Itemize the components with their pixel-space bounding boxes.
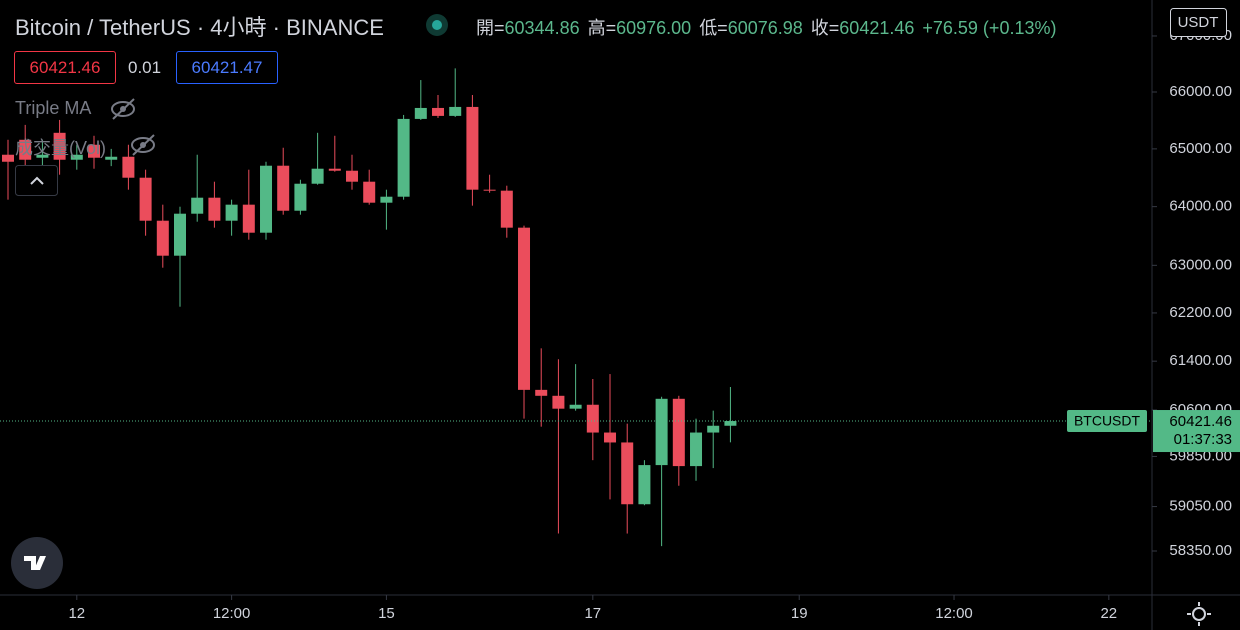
candle-body <box>191 197 204 214</box>
symbol-tag-bg <box>1067 410 1147 433</box>
collapse-button[interactable] <box>15 165 59 197</box>
candle-body <box>1 154 14 162</box>
last-price-bg <box>1153 410 1240 453</box>
candle-body <box>638 465 651 505</box>
y-tick-label: 58350.00 <box>1169 542 1232 559</box>
candle-body <box>346 170 359 182</box>
tradingview-logo[interactable] <box>10 536 64 590</box>
candle-body <box>174 213 187 256</box>
x-tick-label: 22 <box>1100 605 1117 622</box>
ohlc-label: 開= <box>476 18 505 38</box>
candle-body <box>19 139 32 160</box>
buy-button[interactable]: 60421.47 <box>176 51 278 84</box>
hidden-icon[interactable] <box>109 97 139 121</box>
separator: · <box>272 15 280 40</box>
candle-body <box>483 189 496 191</box>
ohlc-legend: 開=60344.86 高=60976.00 低=60076.98 收=60421.46… <box>476 14 1056 40</box>
x-tick-label: 17 <box>584 605 601 622</box>
y-tick-label: 62200.00 <box>1169 304 1232 321</box>
indicator[interactable]: 成交量(Vol) <box>15 134 106 160</box>
candle-body <box>156 220 169 256</box>
candle-body <box>466 106 479 190</box>
candle-body <box>294 183 307 211</box>
x-tick-label: 12:00 <box>935 605 973 622</box>
candle-body <box>604 432 617 443</box>
ohlc-value: 60976.00 <box>616 18 692 38</box>
y-tick-label: 63000.00 <box>1169 256 1232 273</box>
x-tick-label: 12:00 <box>213 605 251 622</box>
last-price: 60421.46 <box>1169 413 1232 430</box>
y-tick-label: 61400.00 <box>1169 352 1232 369</box>
status-dot <box>426 14 448 36</box>
candle-body <box>518 227 531 390</box>
separator: · <box>196 15 205 40</box>
ohlc-value: 60344.86 <box>504 18 580 38</box>
sell-button[interactable]: 60421.46 <box>14 51 116 84</box>
y-tick-label: 66000.00 <box>1169 83 1232 100</box>
candle-body <box>449 106 462 116</box>
candle-body <box>311 168 324 184</box>
candle-body <box>122 156 135 178</box>
candle-body <box>690 432 703 467</box>
ohlc-value: 60421.46 <box>839 18 915 38</box>
indicator-name: Triple MA <box>15 98 92 118</box>
candle-body <box>70 154 83 160</box>
candle-body <box>88 144 101 158</box>
candle-body <box>535 389 548 396</box>
candle-body <box>363 181 376 203</box>
candle-body <box>105 156 118 160</box>
candle-body <box>655 398 668 466</box>
x-tick-label: 15 <box>378 605 395 622</box>
y-tick-label: 64000.00 <box>1169 198 1232 215</box>
symbol-tag: BTCUSDT <box>1074 413 1141 429</box>
ohlc-value: 60076.98 <box>727 18 803 38</box>
currency-button-bg[interactable] <box>1170 8 1227 37</box>
candle-body <box>724 421 737 426</box>
symbol-title[interactable]: Bitcoin / TetherUS · 4小時 · BINANCE <box>15 10 384 42</box>
ohlc-label: 收= <box>810 18 840 38</box>
candle-body <box>707 425 720 433</box>
candle-body <box>328 168 341 171</box>
ohlc-label: 高= <box>587 18 617 38</box>
candle-body <box>380 196 393 203</box>
exchange: BINANCE <box>286 15 384 40</box>
countdown: 01:37:33 <box>1174 431 1232 448</box>
candle-body <box>277 165 290 211</box>
candle-body <box>672 398 685 467</box>
candle-body <box>621 442 634 505</box>
currency-button: USDT <box>1178 14 1219 31</box>
interval: 4小時 <box>210 15 267 40</box>
candle-body <box>208 197 221 221</box>
ohlc-label: 低= <box>699 18 728 38</box>
spread: 0.01 <box>128 58 162 77</box>
price-change: +76.59 (+0.13%) <box>922 18 1057 38</box>
candle-body <box>242 204 255 233</box>
candle-body <box>552 395 565 409</box>
symbol: Bitcoin / TetherUS <box>15 15 191 40</box>
x-tick-label: 12 <box>68 605 85 622</box>
candle-body <box>397 118 410 197</box>
candle-body <box>432 107 445 116</box>
x-tick-label: 19 <box>791 605 808 622</box>
candle-body <box>414 107 427 119</box>
indicator[interactable]: Triple MA <box>15 98 91 119</box>
candle-body <box>586 404 599 433</box>
candle-body <box>36 154 49 158</box>
indicator-name: 成交量(Vol) <box>15 138 107 158</box>
candle-body <box>569 404 582 409</box>
hidden-icon[interactable] <box>129 133 159 157</box>
candle-body <box>225 204 238 221</box>
candle-body <box>139 177 152 221</box>
candle-body <box>260 165 273 233</box>
y-tick-label: 59050.00 <box>1169 498 1232 515</box>
y-tick-label: 65000.00 <box>1169 140 1232 157</box>
candle-body <box>500 190 513 228</box>
settings-icon[interactable] <box>1185 600 1215 630</box>
candle-body <box>53 132 66 160</box>
